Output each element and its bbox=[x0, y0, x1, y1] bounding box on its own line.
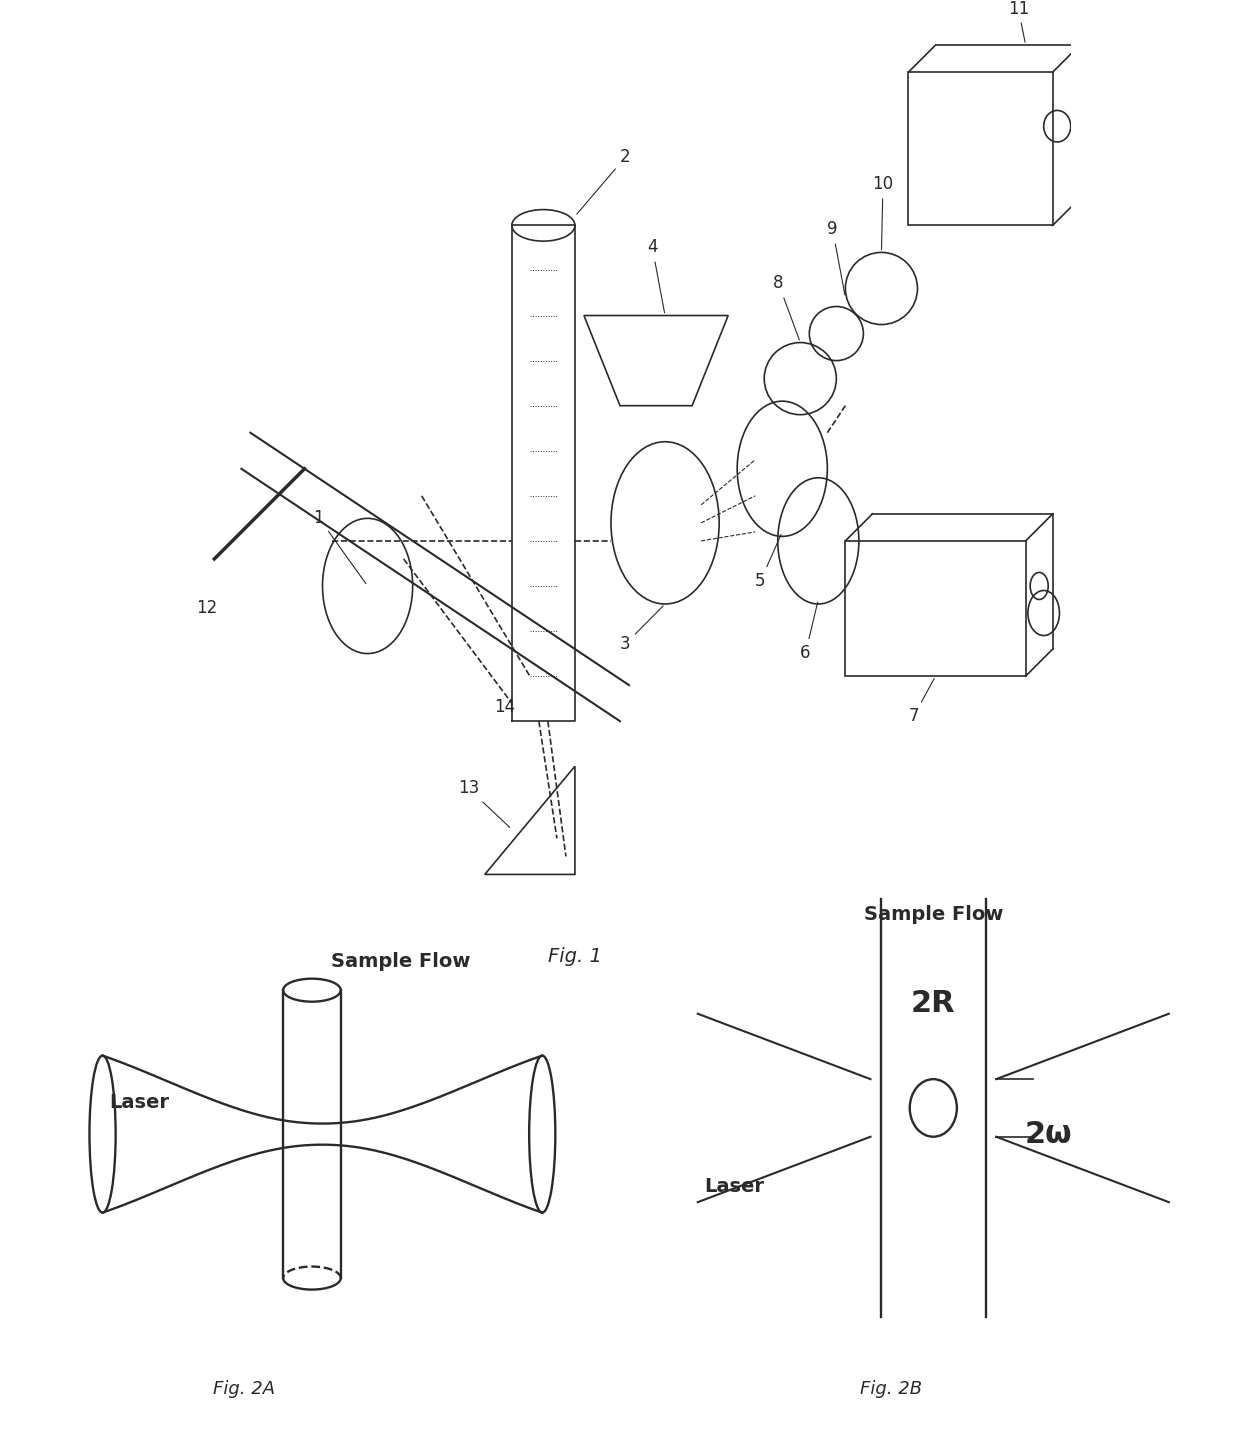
Text: 2ω: 2ω bbox=[1024, 1120, 1073, 1149]
Text: 14: 14 bbox=[494, 698, 515, 717]
Text: Fig. 2A: Fig. 2A bbox=[213, 1380, 275, 1399]
Text: 1: 1 bbox=[314, 509, 366, 583]
Text: 13: 13 bbox=[458, 779, 510, 827]
Text: 4: 4 bbox=[647, 238, 665, 313]
Text: 9: 9 bbox=[827, 221, 844, 295]
Text: 10: 10 bbox=[873, 176, 894, 250]
Text: Laser: Laser bbox=[109, 1093, 169, 1112]
Text: 3: 3 bbox=[620, 606, 663, 653]
Text: 8: 8 bbox=[774, 275, 800, 340]
Text: Laser: Laser bbox=[704, 1176, 764, 1197]
Text: 5: 5 bbox=[755, 535, 781, 590]
Text: 2R: 2R bbox=[911, 989, 956, 1018]
Text: Sample Flow: Sample Flow bbox=[331, 952, 471, 971]
Text: 11: 11 bbox=[1008, 0, 1029, 42]
Text: Sample Flow: Sample Flow bbox=[863, 904, 1003, 923]
Text: Fig. 1: Fig. 1 bbox=[548, 947, 601, 965]
Text: 6: 6 bbox=[800, 602, 817, 662]
Text: 12: 12 bbox=[196, 599, 217, 616]
Text: Fig. 2B: Fig. 2B bbox=[861, 1380, 923, 1399]
Text: 7: 7 bbox=[909, 679, 934, 726]
Text: 2: 2 bbox=[577, 148, 631, 214]
